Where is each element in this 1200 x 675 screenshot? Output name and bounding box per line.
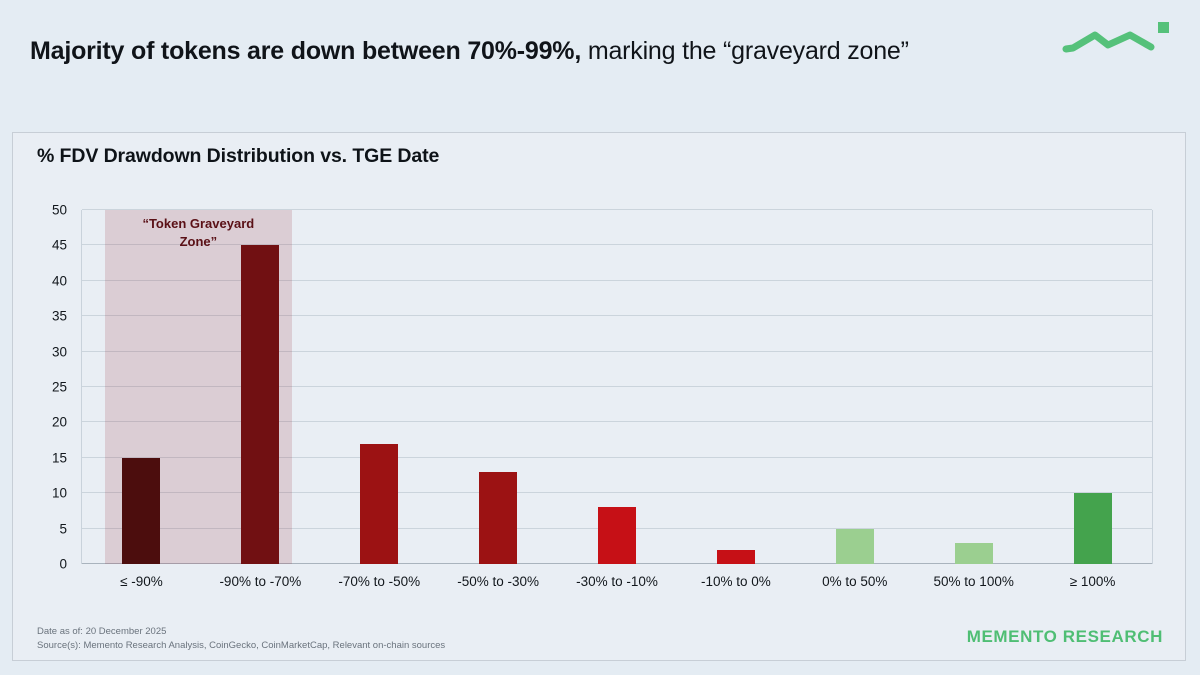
y-tick-label: 5	[59, 521, 67, 537]
chart-bar	[597, 507, 637, 564]
y-tick-label: 20	[51, 414, 67, 430]
x-tick-label: ≤ -90%	[120, 574, 163, 589]
y-tick-label: 35	[51, 308, 67, 324]
gridline	[82, 209, 1152, 210]
chart-bar	[479, 471, 518, 564]
gridline	[82, 492, 1152, 494]
bar-column: 50% to 100%	[914, 210, 1033, 589]
memento-zigzag-logo-icon	[1062, 22, 1169, 53]
chart-bar	[241, 245, 280, 564]
chart-bar	[122, 457, 161, 564]
page-title-regular: marking the “graveyard zone”	[581, 37, 909, 65]
y-tick-label: 25	[51, 379, 67, 395]
bar-column: ≤ -90%	[82, 210, 201, 589]
y-tick-label: 40	[51, 273, 67, 289]
x-tick-label: -70% to -50%	[338, 574, 421, 589]
chart-bar	[716, 549, 755, 564]
y-tick-label: 30	[51, 344, 67, 360]
x-tick-label: 0% to 50%	[822, 574, 888, 589]
bar-column: -90% to -70%	[201, 210, 320, 589]
brand-wordmark: MEMENTO RESEARCH	[966, 627, 1163, 646]
page-title-bold: Majority of tokens are down between 70%-…	[30, 37, 582, 65]
gridline	[82, 421, 1152, 423]
x-tick-label: -50% to -30%	[457, 574, 540, 589]
bar-column: 0% to 50%	[795, 210, 914, 589]
x-tick-label: -30% to -10%	[576, 574, 658, 589]
gridline	[82, 350, 1152, 352]
y-tick-label: 15	[51, 450, 67, 466]
chart-card: % FDV Drawdown Distribution vs. TGE Date…	[12, 132, 1186, 661]
x-tick-label: ≥ 100%	[1069, 574, 1116, 589]
x-tick-label: 50% to 100%	[933, 574, 1014, 589]
chart-footnote: Date as of: 20 December 2025 Source(s): …	[37, 625, 445, 652]
footnote-date: Date as of: 20 December 2025	[37, 626, 167, 637]
gridline	[82, 456, 1152, 458]
y-tick-label: 0	[59, 556, 67, 572]
bar-column: -50% to -30%	[439, 210, 558, 589]
x-tick-label: -10% to 0%	[701, 574, 771, 589]
chart-bar	[1073, 493, 1112, 564]
x-tick-label: -90% to -70%	[219, 574, 302, 589]
chart-bar	[954, 542, 993, 564]
bars-layer: ≤ -90% -90% to -70% -70% to -50% -50% to -3…	[82, 210, 1152, 589]
plot-area: “Token Graveyard Zone” ≤ -90% -90% to -70…	[81, 209, 1153, 589]
y-tick-label: 10	[51, 485, 67, 501]
gridline	[82, 386, 1152, 387]
bar-column: -30% to -10%	[558, 210, 677, 589]
y-tick-label: 50	[51, 202, 67, 218]
gridline	[82, 279, 1152, 281]
bar-column: -70% to -50%	[320, 210, 439, 589]
page-title: Majority of tokens are down between 70%-…	[30, 33, 1070, 69]
y-axis-labels: 0 5 10 15 20 25 30 35 40 45 50	[13, 203, 67, 572]
gridline	[82, 315, 1152, 317]
gridline	[82, 244, 1152, 246]
y-tick-label: 45	[51, 237, 67, 253]
chart-bar	[835, 528, 874, 564]
chart-title: % FDV Drawdown Distribution vs. TGE Date	[37, 145, 440, 167]
bar-column: ≥ 100%	[1033, 210, 1152, 589]
footnote-sources: Source(s): Memento Research Analysis, Co…	[37, 639, 446, 651]
graveyard-zone-label: “Token Graveyard Zone”	[142, 216, 255, 249]
bar-column: -10% to 0%	[676, 210, 795, 589]
chart-bar	[360, 443, 399, 564]
